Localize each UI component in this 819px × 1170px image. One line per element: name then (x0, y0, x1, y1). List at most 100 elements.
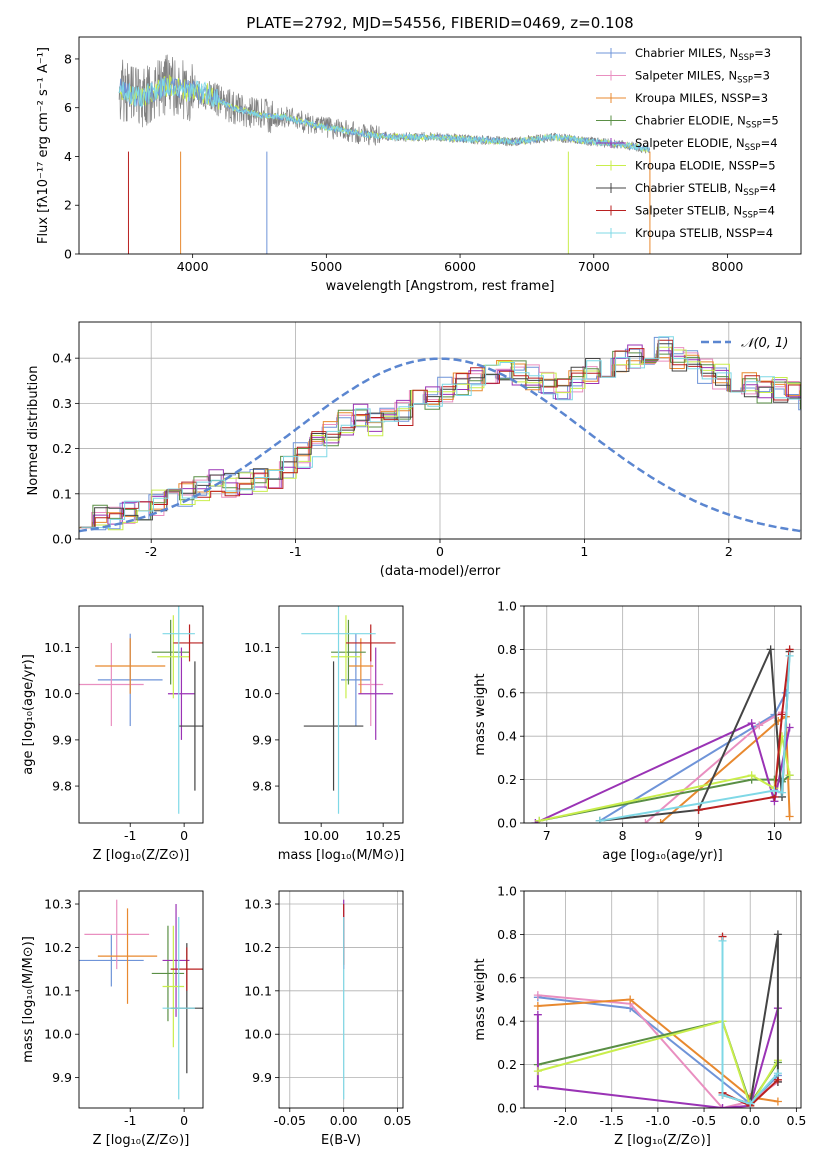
x-axis-label: age [log₁₀(age/yr)] (602, 848, 723, 863)
normal-curve (79, 357, 801, 533)
x-tick-label: 0 (436, 544, 444, 559)
histogram-kroupa-elodie (79, 346, 801, 531)
age-vs-mass-panel: 10.00 10.25 9.8 9.9 10.0 10.1 mass [log₁₀(M/M⊙… (244, 605, 404, 863)
weight-line-kroupa-miles (537, 998, 779, 1103)
x-tick-label: -0.05 (274, 1113, 306, 1128)
plot-area (531, 645, 794, 823)
y-tick-label: 1.0 (497, 884, 517, 899)
x-tick-label: 7 (543, 828, 551, 843)
y-axis-label: Normed distribution (26, 366, 41, 496)
y-axis-label: mass [log₁₀(M/M⊙)] (21, 936, 36, 1063)
x-tick-label: 5000 (310, 259, 342, 274)
spectrum-panel: 4000 5000 6000 7000 8000 0 2 4 6 8 wavelength [Ang… (36, 36, 802, 294)
legend-entry: Chabrier ELODIE, NSSP=5 (635, 114, 779, 131)
y-tick-label: 0 (64, 247, 72, 262)
weight-marker (535, 816, 544, 823)
y-tick-label: 0.8 (497, 642, 517, 657)
y-tick-label: 10.2 (44, 940, 72, 955)
x-tick-label: 0.0 (740, 1113, 760, 1128)
x-tick-label: 0.00 (330, 1113, 358, 1128)
x-axis-label: E(B-V) (321, 1133, 361, 1148)
x-axis-label: Z [log₁₀(Z/Z⊙)] (93, 848, 190, 863)
x-tick-label: 0.5 (786, 1113, 806, 1128)
y-tick-label: 10.1 (244, 983, 272, 998)
weight-line-kroupa-elodie (537, 1019, 779, 1108)
weight-marker (641, 819, 650, 823)
weight-marker (718, 936, 727, 945)
weight-marker (747, 719, 756, 728)
plot-area (301, 606, 396, 814)
age-vs-metallicity-panel: -1 0 9.8 9.9 10.0 10.1 Z [log₁₀(Z/Z⊙)] age [log… (21, 605, 204, 863)
weight-marker (746, 1099, 755, 1108)
weight-marker (773, 1097, 782, 1106)
histogram-chabrier-stelib (80, 343, 801, 528)
weight-marker (785, 812, 794, 821)
axes-frame (278, 890, 404, 1109)
y-tick-label: 0.2 (52, 441, 72, 456)
x-tick-label: 0 (180, 1113, 188, 1128)
x-tick-label: 0.05 (384, 1113, 412, 1128)
y-tick-label: 0.3 (52, 396, 72, 411)
x-tick-label: -2 (145, 544, 157, 559)
weight-line-salpeter-elodie (536, 1007, 779, 1108)
mass-vs-metallicity-panel: -1 0 9.9 10.0 10.1 10.2 10.3 Z [log₁₀(Z/Z⊙)] mas… (21, 890, 204, 1148)
y-tick-label: 0.8 (497, 927, 517, 942)
y-tick-label: 0.2 (497, 772, 517, 787)
plot-area (118, 54, 651, 254)
x-axis-label: Z [log₁₀(Z/Z⊙)] (614, 1133, 711, 1148)
axes-decoration: -1 0 9.8 9.9 10.0 10.1 Z [log₁₀(Z/Z⊙)] age [log… (21, 605, 204, 863)
histogram-salpeter-stelib (80, 339, 801, 528)
model-spectrum-line (118, 78, 650, 153)
y-tick-label: 0.6 (497, 685, 517, 700)
weight-marker (766, 645, 775, 654)
y-tick-label: 10.1 (244, 640, 272, 655)
weight-marker (626, 995, 635, 1004)
weight-marker (773, 1069, 782, 1078)
y-tick-label: 0.4 (497, 729, 517, 744)
axes-frame (78, 36, 802, 255)
plot-area (79, 336, 801, 533)
legend-entry: Salpeter STELIB, NSSP=4 (635, 204, 775, 221)
y-tick-label: 0.0 (497, 1101, 517, 1116)
axes-decoration: -0.05 0.00 0.05 9.9 10.0 10.1 10.2 10.3 E(B-V) (244, 890, 412, 1148)
y-tick-label: 10.0 (244, 1027, 272, 1042)
y-tick-label: 9.9 (52, 732, 72, 747)
plot-area (79, 899, 203, 1100)
massweight-vs-age-panel: 7 8 9 10 0.0 0.2 0.4 0.6 0.8 1.0 age [log₁₀(age/yr… (473, 599, 802, 863)
massweight-vs-metallicity-panel: -2.0 -1.5 -1.0 -0.5 0.0 0.5 0.0 0.2 0.4 0.6 0.8 1.0… (473, 884, 806, 1149)
weight-marker (770, 786, 779, 795)
weight-marker (533, 1010, 542, 1019)
legend-entry: Kroupa MILES, NSSP=3 (635, 91, 768, 105)
x-tick-label: 6000 (444, 259, 476, 274)
weight-line-salpeter-stelib (698, 649, 791, 811)
x-tick-label: -1 (124, 828, 136, 843)
axes-frame (78, 321, 802, 540)
axes-decoration: -2.0 -1.5 -1.0 -0.5 0.0 0.5 0.0 0.2 0.4 0.6 0.8 1.0… (473, 884, 806, 1149)
figure-title: PLATE=2792, MJD=54556, FIBERID=0469, z=0… (246, 14, 633, 32)
x-axis-label: wavelength [Angstrom, rest frame] (326, 279, 555, 294)
x-axis-label: Z [log₁₀(Z/Z⊙)] (93, 1133, 190, 1148)
weight-marker (595, 816, 604, 823)
legend-entry: Kroupa STELIB, NSSP=4 (635, 226, 773, 240)
x-tick-label: -1 (124, 1113, 136, 1128)
y-tick-label: 10.0 (244, 686, 272, 701)
legend-entry: Chabrier STELIB, NSSP=4 (635, 181, 776, 198)
spectrum-legend: Chabrier MILES, NSSP=3 Salpeter MILES, NS… (596, 46, 779, 240)
weight-marker (778, 788, 787, 797)
weight-marker (755, 721, 764, 730)
y-tick-label: 10.1 (44, 640, 72, 655)
x-tick-label: 8 (619, 828, 627, 843)
y-tick-label: 9.9 (252, 732, 272, 747)
weight-marker (785, 651, 794, 660)
y-tick-label: 10.3 (44, 897, 72, 912)
y-axis-label: age [log₁₀(age/yr)] (21, 654, 36, 775)
plot-area (533, 930, 782, 1108)
histogram-chabrier-elodie (79, 350, 801, 528)
weight-marker (785, 723, 794, 732)
y-tick-label: 0.0 (52, 532, 72, 547)
weight-marker (533, 1067, 542, 1076)
x-tick-label: 10.00 (303, 828, 339, 843)
x-tick-label: 0 (180, 828, 188, 843)
y-tick-label: 0.1 (52, 486, 72, 501)
